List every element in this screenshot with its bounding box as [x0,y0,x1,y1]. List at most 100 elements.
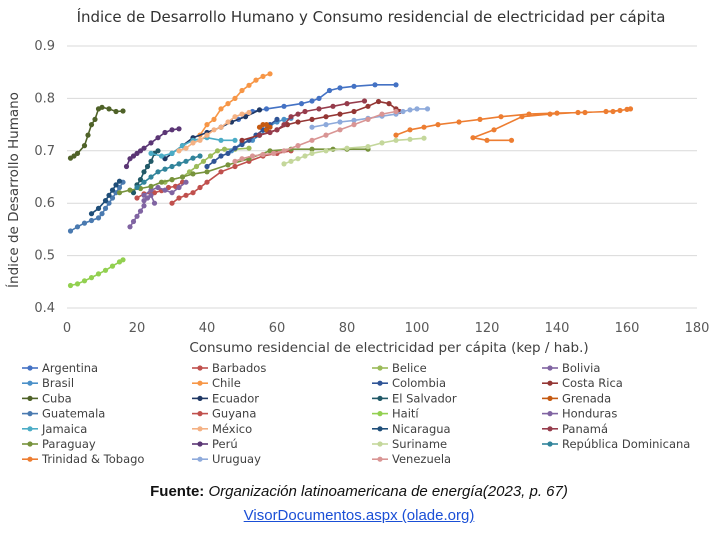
data-point [281,103,287,109]
y-tick-label: 0.9 [34,39,55,54]
legend-marker [547,395,553,401]
data-point [176,126,182,132]
data-point [155,184,161,191]
data-point [575,109,581,116]
data-point [351,108,357,115]
data-point [190,190,196,196]
data-point [218,153,224,159]
data-point [323,114,329,120]
data-point [344,145,350,151]
series-13 [169,148,294,206]
data-point [67,228,74,234]
legend-marker [27,456,33,462]
data-point [95,215,102,221]
data-point [144,163,151,170]
data-point [309,137,315,143]
y-tick-label: 0.4 [34,301,55,316]
data-point [281,148,287,154]
legend-label: Barbados [212,361,266,375]
data-point [218,169,224,175]
source-text: Organización latinoamericana de energía(… [208,483,568,500]
data-point [183,179,189,185]
data-point [176,148,182,154]
series-17 [176,109,252,154]
legend-item: Guyana [192,407,256,421]
data-point [365,144,371,150]
series-18 [88,178,123,217]
data-point [295,156,301,162]
chart-title: Índice de Desarrollo Humano y Consumo re… [77,7,666,26]
data-point [435,122,441,128]
data-point [225,101,231,107]
series-line [395,108,631,142]
data-point [176,195,182,201]
data-point [148,158,154,164]
legend-item: Honduras [542,407,617,421]
legend-label: Panamá [562,422,608,436]
data-point [225,162,231,168]
data-point [260,151,266,158]
data-point [253,77,259,83]
data-point [141,169,147,175]
source-link-row: VisorDocumentos.aspx (olade.org) [0,507,718,524]
legend-label: México [212,422,252,436]
data-point [81,220,88,226]
data-point [109,195,116,201]
data-point [113,182,119,188]
data-point [148,140,154,146]
legend-item: Guatemala [22,407,105,421]
legend-marker [27,395,33,401]
data-point [148,150,154,156]
data-point [141,179,147,185]
legend-item: Ecuador [192,391,259,405]
x-tick-label: 180 [685,321,710,336]
data-point [74,281,81,287]
data-point [190,155,196,161]
x-tick-label: 60 [269,321,286,336]
series-11 [256,122,273,133]
data-point [123,163,130,170]
data-point [603,108,609,115]
legend-label: Honduras [562,407,617,421]
data-point [207,153,214,159]
legend-item: Venezuela [372,452,451,466]
legend-marker [377,441,383,447]
data-point [134,195,140,201]
data-point [92,116,98,122]
data-point [316,106,322,112]
source-link[interactable]: VisorDocumentos.aspx (olade.org) [243,507,475,524]
data-point [337,111,343,117]
data-point [246,82,252,88]
x-tick-label: 80 [339,321,356,336]
data-point [204,122,210,128]
data-point [218,124,224,130]
data-point [74,224,81,230]
data-point [211,127,217,133]
series-23 [134,153,203,191]
data-point [365,116,371,122]
legend-marker [377,456,383,462]
legend-label: República Dominicana [562,437,690,451]
data-point [274,127,280,133]
legend-marker [547,365,553,371]
data-point [169,163,175,170]
data-point [519,114,525,120]
data-point [81,278,88,284]
data-point [263,127,270,133]
data-point [155,135,161,141]
data-point [414,106,420,112]
legend-label: Jamaica [41,422,87,436]
legend-item: República Dominicana [542,437,690,451]
data-point [155,148,161,154]
data-point [249,153,256,159]
data-point [295,119,301,125]
data-point [239,87,245,94]
data-point [193,163,200,170]
data-point [554,110,560,116]
legend-label: Venezuela [392,452,451,466]
data-point [386,101,392,107]
legend-label: Guatemala [42,407,105,421]
data-point [144,195,151,201]
data-point [365,103,371,109]
data-point [67,282,74,289]
